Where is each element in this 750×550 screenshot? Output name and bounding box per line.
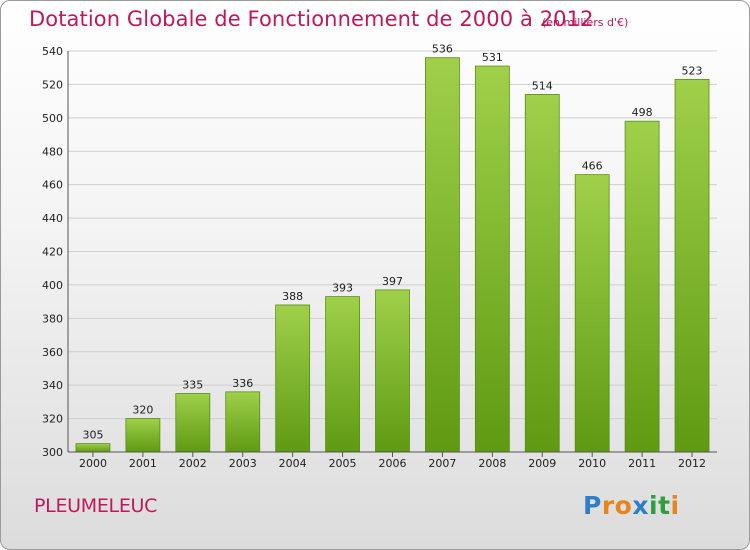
bar (375, 289, 410, 453)
x-tick-label: 2000 (79, 457, 107, 470)
brand-letter: r (601, 491, 615, 520)
chart-title: Dotation Globale de Fonctionnement de 20… (29, 7, 594, 31)
bar (524, 94, 560, 453)
y-tick-label: 540 (42, 45, 63, 58)
x-tick-label: 2003 (229, 457, 257, 470)
y-tick-label: 420 (42, 246, 63, 259)
bar (624, 120, 660, 453)
x-tick-label: 2010 (578, 457, 606, 470)
bar-value-label: 336 (232, 377, 253, 390)
y-tick-label: 480 (42, 145, 63, 158)
bar-value-label: 320 (132, 404, 153, 417)
bar-value-label: 536 (432, 43, 453, 56)
bar (125, 418, 161, 453)
bar-value-label: 393 (332, 282, 353, 295)
y-tick-label: 400 (42, 279, 63, 292)
y-tick-label: 300 (42, 446, 63, 459)
y-tick-label: 380 (42, 312, 63, 325)
brand-letter: o (614, 491, 633, 520)
x-tick-label: 2002 (179, 457, 207, 470)
bar-value-label: 523 (682, 64, 703, 77)
x-tick-label: 2004 (279, 457, 307, 470)
bar (225, 391, 261, 453)
bar (574, 174, 610, 453)
labels: 300 320 340 360 380 400 420 440 460 480 500 520 540 3… (42, 43, 706, 470)
x-tick-label: 2006 (379, 457, 407, 470)
axes (67, 51, 717, 457)
chart-subtitle: (en milliers d'€) (542, 16, 629, 29)
bar-value-label: 397 (382, 275, 403, 288)
x-tick-label: 2011 (628, 457, 656, 470)
y-tick-label: 460 (42, 179, 63, 192)
x-tick-label: 2009 (528, 457, 556, 470)
commune-name: PLEUMELEUC (34, 495, 158, 517)
brand-letter: t (658, 491, 671, 520)
x-tick-label: 2007 (428, 457, 456, 470)
y-tick-label: 320 (42, 413, 63, 426)
brand-logo: Proxiti (583, 491, 680, 520)
bar (425, 57, 460, 453)
x-tick-label: 2008 (478, 457, 506, 470)
bar-value-label: 514 (532, 79, 553, 92)
bar-value-label: 466 (582, 160, 603, 173)
bar (175, 393, 211, 453)
y-tick-label: 500 (42, 112, 63, 125)
bar (474, 65, 510, 453)
brand-letter: x (632, 491, 649, 520)
bar-value-label: 388 (282, 290, 303, 303)
bar (75, 443, 111, 453)
brand-letter: i (670, 491, 680, 520)
bars (75, 57, 710, 453)
bar (325, 296, 360, 453)
x-tick-label: 2012 (678, 457, 706, 470)
y-tick-label: 360 (42, 346, 63, 359)
bar-value-label: 531 (482, 51, 503, 64)
bar (275, 304, 311, 453)
y-tick-label: 340 (42, 379, 63, 392)
brand-letter: i (649, 491, 659, 520)
bar-value-label: 498 (632, 106, 653, 119)
brand-letter: P (583, 491, 602, 520)
x-tick-label: 2001 (129, 457, 157, 470)
bar-value-label: 335 (182, 379, 203, 392)
bar (674, 79, 710, 453)
x-tick-label: 2005 (329, 457, 357, 470)
y-tick-label: 520 (42, 78, 63, 91)
y-tick-label: 440 (42, 212, 63, 225)
bar-value-label: 305 (82, 429, 103, 442)
